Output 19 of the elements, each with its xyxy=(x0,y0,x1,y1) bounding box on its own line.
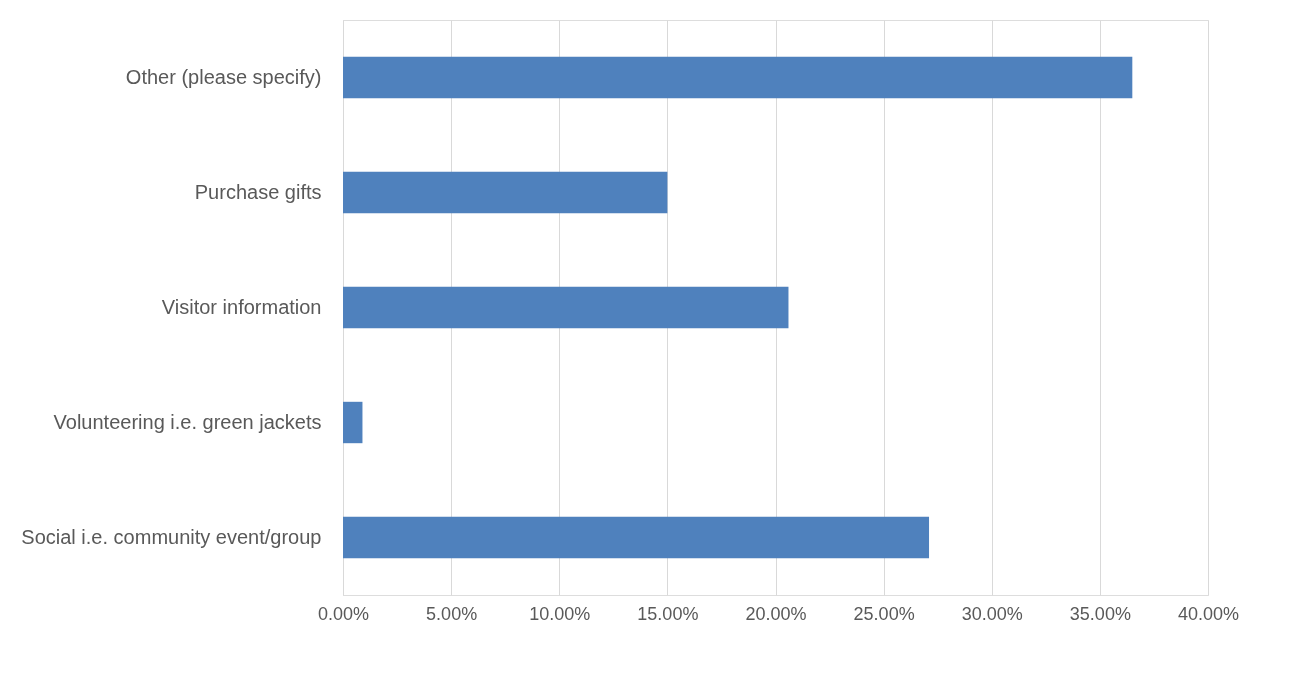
y-tick-label: Other (please specify) xyxy=(125,65,322,88)
bar xyxy=(343,401,363,444)
x-tick-label: 30.00% xyxy=(961,603,1023,624)
y-tick-label: Purchase gifts xyxy=(194,180,322,203)
x-tick-label: 10.00% xyxy=(529,603,591,624)
x-tick-label: 15.00% xyxy=(637,603,699,624)
bar xyxy=(343,171,668,214)
x-tick-label: 0.00% xyxy=(317,603,370,624)
y-tick-label: Volunteering i.e. green jackets xyxy=(53,410,322,433)
y-tick-label: Visitor information xyxy=(161,295,322,318)
bar xyxy=(343,516,930,559)
x-tick-label: 40.00% xyxy=(1177,603,1240,624)
bar xyxy=(343,56,1133,99)
x-tick-label: 20.00% xyxy=(745,603,807,624)
y-tick-label: Social i.e. community event/group xyxy=(21,525,322,548)
bar xyxy=(343,286,789,329)
x-tick-label: 25.00% xyxy=(853,603,915,624)
x-tick-label: 5.00% xyxy=(426,603,478,624)
x-tick-label: 35.00% xyxy=(1069,603,1131,624)
